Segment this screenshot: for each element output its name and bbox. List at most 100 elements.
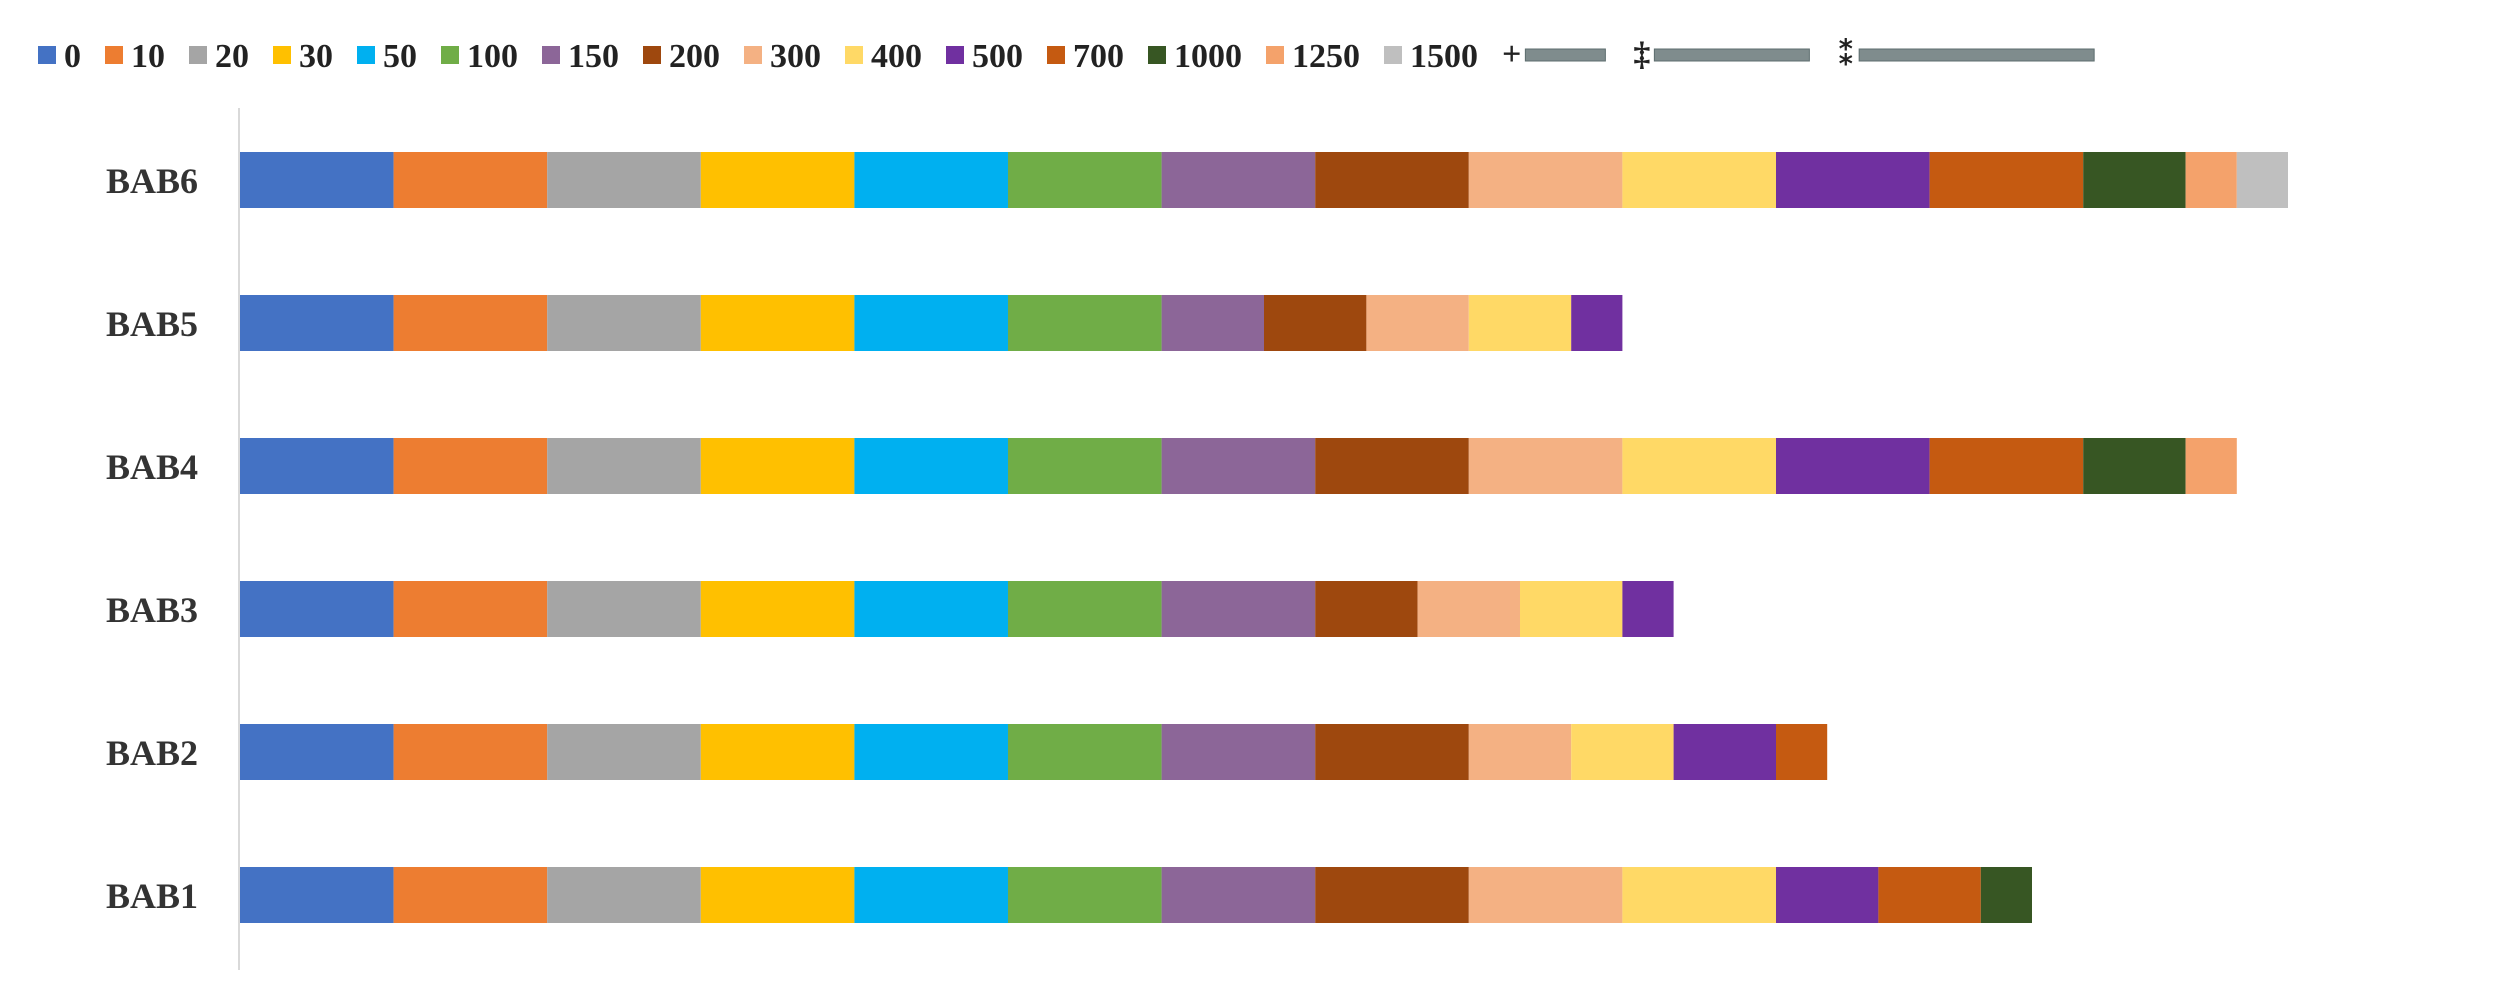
bar-segment-500 <box>1622 581 1674 637</box>
bar-segment-300 <box>1468 867 1623 923</box>
legend-marker: ⁑ <box>1837 36 1855 73</box>
legend-swatch <box>643 46 661 64</box>
bar-segment-50 <box>854 724 1008 780</box>
bar-segment-150 <box>1161 867 1316 923</box>
category-label: BAB6 <box>106 161 198 201</box>
legend-swatch <box>845 46 863 64</box>
bar-segment-300 <box>1417 581 1520 637</box>
legend-item-700: 700 <box>1047 38 1124 75</box>
legend-item-1000: 1000 <box>1148 38 1242 75</box>
legend-item-30: 30 <box>273 38 333 75</box>
legend-item-1500: 1500 <box>1384 38 1478 75</box>
bar-segment-0 <box>240 438 394 494</box>
bar-segment-10 <box>393 724 548 780</box>
bar-segment-0 <box>240 724 394 780</box>
legend-swatch <box>1047 46 1065 64</box>
category-label: BAB2 <box>106 733 198 773</box>
legend-swatch <box>441 46 459 64</box>
bar-segment-20 <box>547 152 701 208</box>
legend-label: 0 <box>64 38 81 75</box>
legend-label: 1500 <box>1410 38 1478 75</box>
legend-item-0: 0 <box>38 38 81 75</box>
legend-swatch <box>1148 46 1166 64</box>
bar-segment-200 <box>1315 724 1469 780</box>
category-labels: BAB6 BAB5 BAB4 BAB3 BAB2 BAB1 <box>106 161 198 916</box>
legend-item-200: 200 <box>643 38 720 75</box>
bar-segment-150 <box>1161 152 1316 208</box>
legend-swatch <box>38 46 56 64</box>
bar-row-bab4 <box>240 438 2237 494</box>
bar-row-bab3 <box>240 581 1674 637</box>
legend-item-20: 20 <box>189 38 249 75</box>
bar-segment-500 <box>1776 438 1930 494</box>
bar-segment-100 <box>1008 152 1162 208</box>
bar-segment-50 <box>854 438 1008 494</box>
bar-segment-400 <box>1468 295 1572 351</box>
legend-label: 10 <box>131 38 165 75</box>
legend-item-300: 300 <box>744 38 821 75</box>
bar-segment-150 <box>1161 724 1316 780</box>
legend-label: 200 <box>669 38 720 75</box>
legend-swatch <box>357 46 375 64</box>
bar-row-bab5 <box>240 295 1623 351</box>
legend: 0 10 20 30 50 100 150 200 300 400 500 700 1000 1250 15… <box>38 36 2095 75</box>
bar-segment-0 <box>240 152 394 208</box>
bar-segment-300 <box>1468 724 1572 780</box>
bar-segment-0 <box>240 581 394 637</box>
bar-segment-300 <box>1366 295 1469 351</box>
legend-swatch <box>1266 46 1284 64</box>
legend-item-500: 500 <box>946 38 1023 75</box>
bar-segment-1500 <box>2236 152 2288 208</box>
legend-swatch <box>105 46 123 64</box>
bar-segment-150 <box>1161 295 1264 351</box>
bar-segment-400 <box>1622 438 1776 494</box>
legend-swatch <box>273 46 291 64</box>
bar-segment-200 <box>1315 581 1418 637</box>
bar-segment-10 <box>393 152 548 208</box>
bar-segment-30 <box>700 438 855 494</box>
legend-extra-item: ‡ <box>1633 36 1810 73</box>
category-label: BAB3 <box>106 590 198 630</box>
bar-segment-0 <box>240 295 394 351</box>
bar-segment-10 <box>393 867 548 923</box>
bar-segment-500 <box>1776 867 1879 923</box>
bar-segment-400 <box>1520 581 1623 637</box>
legend-label: 400 <box>871 38 922 75</box>
bar-row-bab1 <box>240 867 2032 923</box>
legend-label: 50 <box>383 38 417 75</box>
bar-segment-100 <box>1008 295 1162 351</box>
legend-item-10: 10 <box>105 38 165 75</box>
bar-segment-20 <box>547 581 701 637</box>
bar-segment-100 <box>1008 438 1162 494</box>
legend-swatch <box>542 46 560 64</box>
bar-segment-300 <box>1468 152 1623 208</box>
bar-segment-150 <box>1161 438 1316 494</box>
bar-segment-300 <box>1468 438 1623 494</box>
legend-label: 700 <box>1073 38 1124 75</box>
bar-segment-200 <box>1315 152 1469 208</box>
bar-segment-30 <box>700 724 855 780</box>
legend-label: 500 <box>972 38 1023 75</box>
bar-segment-20 <box>547 724 701 780</box>
legend-line <box>1858 48 2095 62</box>
bar-segment-50 <box>854 152 1008 208</box>
legend-item-150: 150 <box>542 38 619 75</box>
bar-segment-30 <box>700 581 855 637</box>
legend-marker: ‡ <box>1633 36 1650 73</box>
bar-segment-200 <box>1315 867 1469 923</box>
legend-line <box>1653 48 1810 62</box>
bar-segment-150 <box>1161 581 1316 637</box>
legend-label: 20 <box>215 38 249 75</box>
legend-swatch <box>946 46 964 64</box>
bar-row-bab2 <box>240 724 1828 780</box>
bar-segment-20 <box>547 867 701 923</box>
legend-marker: + <box>1502 36 1521 73</box>
legend-item-400: 400 <box>845 38 922 75</box>
legend-label: 300 <box>770 38 821 75</box>
legend-item-1250: 1250 <box>1266 38 1360 75</box>
legend-item-100: 100 <box>441 38 518 75</box>
legend-label: 1000 <box>1174 38 1242 75</box>
bar-segment-400 <box>1622 867 1776 923</box>
legend-swatch <box>744 46 762 64</box>
bar-segment-20 <box>547 438 701 494</box>
